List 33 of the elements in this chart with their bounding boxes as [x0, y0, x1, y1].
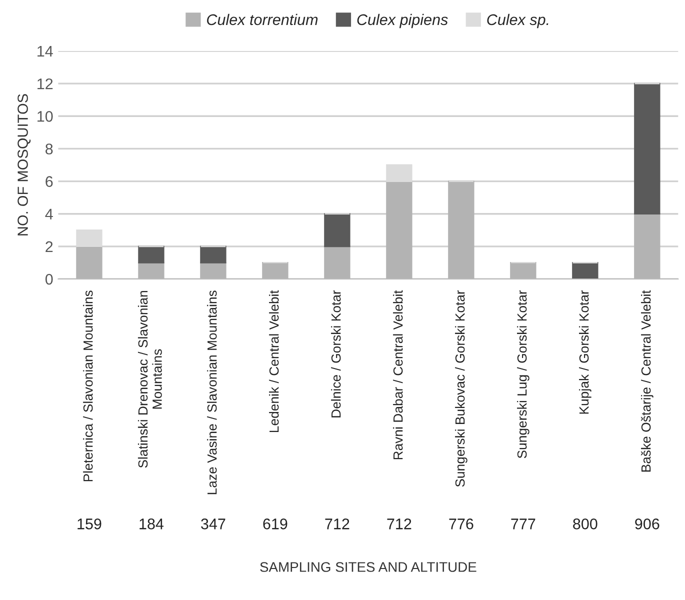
y-tick-label: 8	[46, 144, 53, 154]
text: 712	[325, 518, 350, 530]
text: 777	[511, 518, 536, 530]
y-tick-label: 0	[45, 274, 53, 285]
x-tick-label: Baške Oštarije / Central Velebit	[640, 290, 654, 472]
x-tick-label: Kupjak / Gorski Kotar	[579, 290, 592, 414]
x-tick-label: Slatinski Drenovac / Slavonian Mountains	[138, 290, 162, 468]
x-tick-label: Laze Vasine / Slavonian Mountains	[207, 290, 217, 494]
x-tick-label: Ledenik / Central Velebit	[269, 290, 279, 432]
text: 184	[140, 518, 164, 530]
y-tick-label: 14	[38, 46, 53, 57]
y-tick-label: 6	[46, 176, 53, 187]
text: 906	[635, 518, 660, 530]
legend-label: Culex pipiens	[357, 14, 448, 28]
legend-label: Culex sp.	[487, 14, 548, 28]
text: 712	[387, 518, 412, 530]
y-tick-label: 4	[45, 208, 53, 220]
x-tick-label: Sungerski Bukovac / Gorski Kotar	[455, 290, 468, 487]
text: 159	[78, 518, 102, 530]
text: 800	[573, 518, 598, 530]
x-tick-label: Delnice / Gorski Kotar	[331, 290, 341, 418]
y-tick-label: 10	[38, 111, 53, 122]
legend-label: Culex torrentium	[207, 14, 318, 26]
text: 776	[449, 518, 474, 530]
x-axis-title: SAMPLING SITES AND ALTITUDE	[260, 562, 476, 572]
y-tick-label: 12	[38, 78, 53, 90]
y-tick-label: 2	[46, 241, 53, 252]
text: 619	[263, 518, 288, 530]
x-tick-label: Sungerski Lug / Gorski Kotar	[517, 290, 530, 458]
x-tick-label: Ravni Dabar / Central Velebit	[393, 290, 403, 460]
y-axis-title: NO. OF MOSQUITOS	[18, 94, 31, 236]
text: 347	[201, 518, 226, 530]
x-tick-label: Pleternica / Slavonian Mountains	[83, 290, 93, 482]
